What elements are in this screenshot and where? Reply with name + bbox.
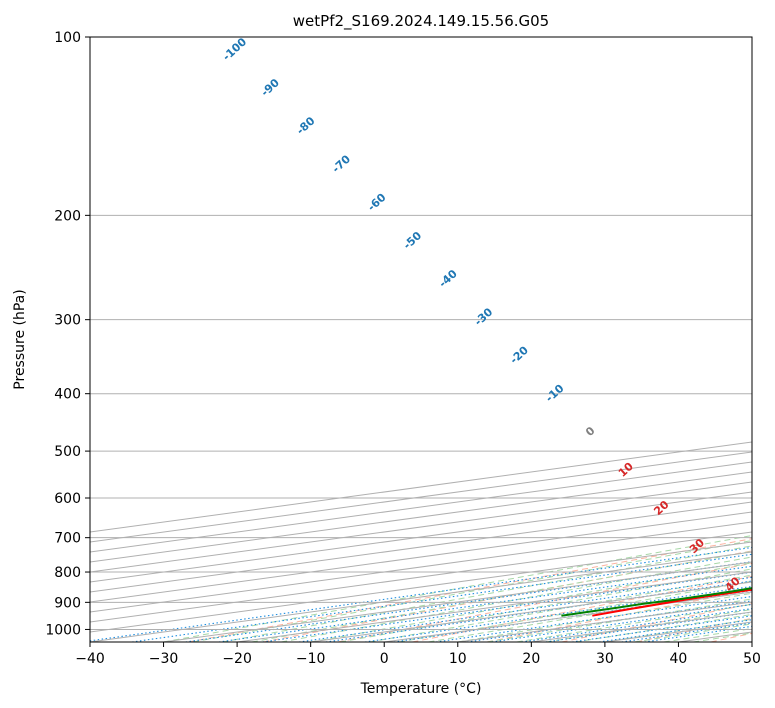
x-axis-ticks: −40 −30 −20 −10 0 10 20 30 40 50 — [75, 642, 761, 667]
dry-adiabat-lines — [188, 538, 752, 642]
isotherm-line — [90, 501, 752, 593]
y-tick-label: 600 — [54, 491, 81, 507]
x-tick-label: −20 — [222, 651, 252, 667]
x-axis-label: Temperature (°C) — [360, 681, 482, 697]
x-tick-label: 10 — [449, 651, 467, 667]
x-tick-label: 0 — [380, 651, 389, 667]
isotherm-lines — [90, 441, 752, 642]
isotherm-line — [90, 511, 752, 603]
x-tick-label: −10 — [296, 651, 326, 667]
y-axis-ticks: 100 200 300 400 500 600 700 800 900 1000 — [45, 30, 90, 638]
plot-frame — [89, 36, 753, 643]
x-tick-label: 20 — [522, 651, 540, 667]
moist-adiabat — [222, 545, 752, 642]
x-tick-label: −40 — [75, 651, 105, 667]
y-tick-label: 400 — [54, 387, 81, 403]
isotherm-line — [90, 521, 752, 613]
moist-adiabat — [487, 598, 752, 642]
y-tick-label: 900 — [54, 595, 81, 611]
x-tick-label: 50 — [743, 651, 761, 667]
pressure-gridlines — [90, 37, 752, 630]
y-tick-label: 100 — [54, 30, 81, 46]
dry-adiabat — [188, 538, 752, 642]
y-tick-label: 200 — [54, 208, 81, 224]
moist-adiabat — [369, 574, 752, 642]
isotherm-line — [90, 481, 752, 573]
y-tick-label: 1000 — [45, 622, 81, 638]
y-tick-label: 700 — [54, 531, 81, 547]
isotherm-line — [90, 491, 752, 583]
y-axis-label: Pressure (hPa) — [12, 289, 28, 389]
y-tick-label: 500 — [54, 444, 81, 460]
x-tick-label: 30 — [596, 651, 614, 667]
x-tick-label: −30 — [149, 651, 179, 667]
mixing-ratio-line — [435, 595, 752, 642]
mixing-ratio-line — [491, 603, 752, 642]
isotherm-line — [90, 451, 752, 543]
y-tick-label: 800 — [54, 565, 81, 581]
moist-adiabat — [340, 568, 752, 642]
x-tick-label: 40 — [670, 651, 688, 667]
isotherm-line — [90, 471, 752, 563]
isotherm-line — [90, 531, 752, 623]
isotherm-line — [90, 461, 752, 553]
moist-adiabat — [163, 535, 752, 642]
moist-adiabat — [192, 540, 752, 642]
mixing-ratio-line — [90, 546, 752, 642]
y-tick-label: 300 — [54, 313, 81, 329]
chart-title: wetPf2_S169.2024.149.15.56.G05 — [293, 12, 549, 31]
